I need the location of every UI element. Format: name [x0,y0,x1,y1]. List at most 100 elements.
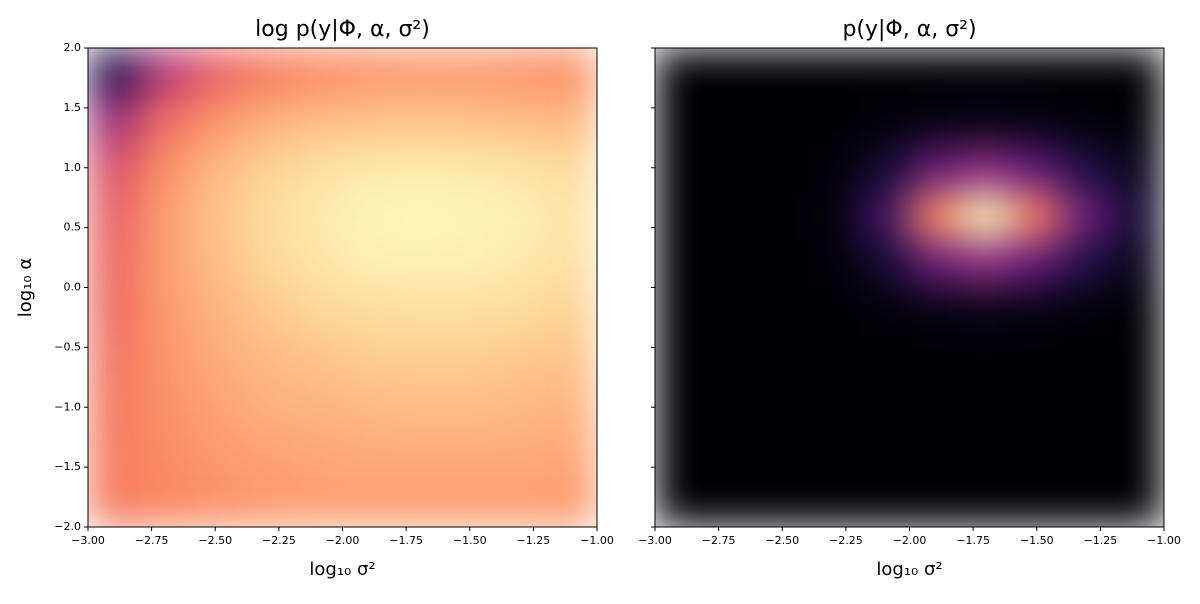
heatmap-cell [88,287,140,336]
heatmap-cell [444,287,496,336]
heatmap-cell [960,287,1012,336]
heatmap-cell [1011,95,1063,145]
heatmap-cell [756,479,809,527]
heatmap-cell [189,431,242,480]
heatmap-cell [189,143,242,193]
heatmap-cell [88,95,140,145]
heatmap-cell [240,239,293,288]
heatmap-cell [546,479,597,527]
heatmap-cell [655,239,707,288]
heatmap-cell [909,431,961,480]
heatmap-cell [1062,287,1114,336]
heatmap-cell [342,335,394,384]
heatmap-cell [291,479,343,527]
heatmap-cell [546,431,597,480]
heatmap-cell [342,95,394,145]
x-tick-label: −2.25 [829,534,863,547]
heatmap-cell [1011,383,1063,432]
heatmap-cell [705,239,758,288]
heatmap-cell [858,143,910,193]
heatmap-cell [655,95,707,145]
heatmap-cell [1113,287,1164,336]
heatmap-cell [655,479,707,527]
x-tick-label: −3.00 [71,534,105,547]
heatmap-cell [88,239,140,288]
heatmap-cell [1062,95,1114,145]
heatmap-cell [88,335,140,384]
heatmap-cells [88,48,597,527]
heatmap-cell [858,239,910,288]
heatmap-cell [655,48,707,97]
heatmap-cell [1062,431,1114,480]
heatmap-cell [705,191,758,241]
heatmap-cell [1113,479,1164,527]
heatmap-cell [495,287,547,336]
heatmap-cell [88,479,140,527]
heatmap-cell [240,431,293,480]
x-tick-label: −1.50 [453,534,487,547]
heatmap-cell [858,479,910,527]
heatmap-cell [138,48,191,97]
chart-title: log p(y|Φ, α, σ²) [255,17,430,42]
heatmap-cell [756,95,809,145]
heatmap-cell [960,48,1012,97]
heatmap-cell [909,191,961,241]
heatmap-cell [1113,239,1164,288]
heatmap-cell [495,335,547,384]
heatmap-cell [655,335,707,384]
heatmap-cell [705,335,758,384]
heatmap-cell [1113,48,1164,97]
x-axis-label: log₁₀ σ² [876,559,942,580]
x-tick-label: −1.75 [389,534,423,547]
heatmap-cell [705,431,758,480]
heatmap-cell [138,143,191,193]
heatmap-cell [1011,48,1063,97]
heatmap-cell [444,383,496,432]
heatmap-cell [240,335,293,384]
heatmap-cell [393,335,445,384]
heatmap-cell [393,191,445,241]
heatmap-cell [858,48,910,97]
heatmap-cell [291,143,343,193]
heatmap-cell [546,143,597,193]
heatmap-cell [291,431,343,480]
y-axis-label: log₁₀ α [15,258,36,317]
heatmap-cell [960,383,1012,432]
heatmap-cell [495,479,547,527]
heatmap-cell [393,479,445,527]
heatmap-cell [807,191,860,241]
heatmap-cell [858,383,910,432]
heatmap-cell [705,479,758,527]
heatmap-cell [655,287,707,336]
heatmap-cell [291,287,343,336]
heatmap-cell [546,191,597,241]
heatmap-cell [858,287,910,336]
heatmap-cell [655,191,707,241]
heatmap-cell [495,95,547,145]
heatmap-cell [756,143,809,193]
heatmap-cell [546,95,597,145]
heatmap-cell [909,48,961,97]
heatmap-cell [393,383,445,432]
heatmap-cell [240,143,293,193]
x-tick-label: −2.00 [893,534,927,547]
x-tick-label: −1.00 [580,534,614,547]
heatmap-cell [189,383,242,432]
heatmap-cell [291,239,343,288]
heatmap-cell [189,191,242,241]
heatmap-cell [1062,239,1114,288]
x-tick-label: −2.75 [702,534,736,547]
heatmap-cell [1011,479,1063,527]
heatmap-cell [240,479,293,527]
heatmap-cell [393,48,445,97]
y-tick-label: −1.0 [54,400,81,413]
heatmap-cell [705,383,758,432]
heatmap-cell [342,383,394,432]
heatmap-cell [807,48,860,97]
heatmap-cell [291,48,343,97]
heatmap-cell [495,383,547,432]
x-tick-label: −2.75 [135,534,169,547]
heatmap-cell [756,383,809,432]
heatmap-cell [189,95,242,145]
heatmap-cell [138,287,191,336]
